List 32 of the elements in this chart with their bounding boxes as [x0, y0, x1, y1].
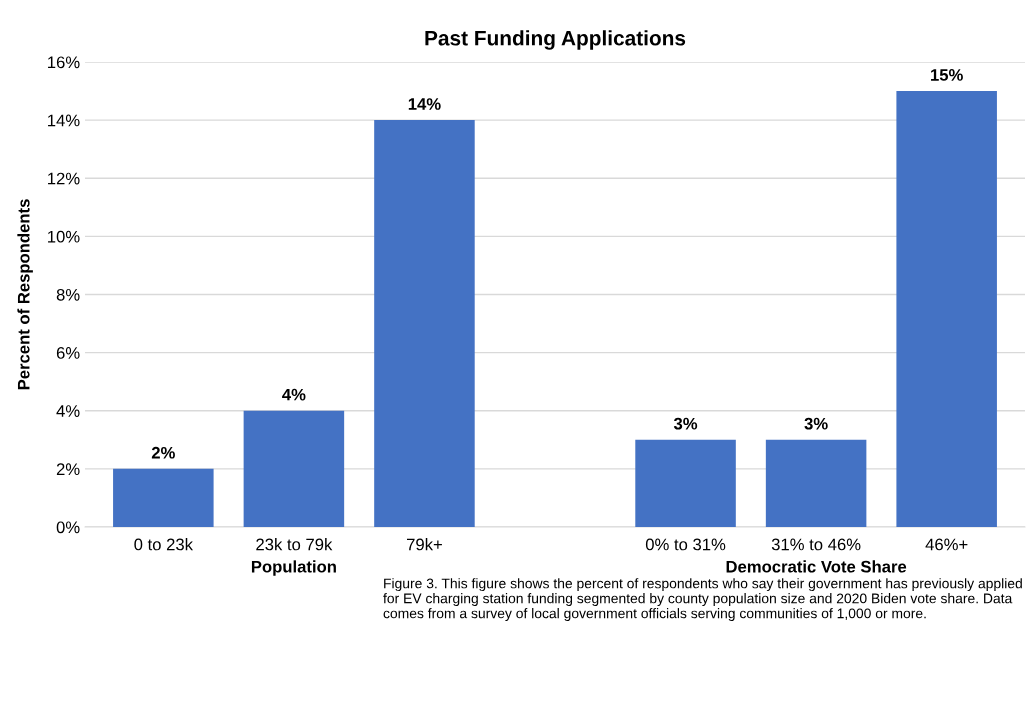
y-tick-label: 10% [48, 230, 80, 243]
data-label: 3% [673, 417, 698, 430]
y-tick-label: 16% [48, 56, 80, 69]
bar [243, 410, 345, 527]
text: Democratic Vote Share [726, 560, 907, 573]
x-tick-label: 46%+ [925, 538, 968, 551]
y-axis-title: Percent of Respondents [17, 199, 33, 390]
bar [374, 120, 475, 527]
data-label: 2% [151, 446, 175, 459]
x-tick-label: 0 to 23k [134, 538, 194, 551]
data-label: 3% [804, 417, 828, 430]
y-tick-label: 12% [48, 172, 80, 185]
y-tick-label: 8% [56, 288, 80, 301]
caption: Figure 3. This figure shows the percent of respondents who say their government has previously applied for EV charging station funding segmented by county population size and 2020 Biden vote share. Data comes from a survey of local government officials serving communities of 1,000 or more. [383, 578, 1022, 622]
chart-title: Past Funding Applications [425, 30, 686, 50]
bar [765, 439, 867, 527]
data-label: 4% [282, 388, 306, 401]
y-tick-label: 6% [56, 347, 80, 359]
y-tick-label: 2% [56, 463, 80, 476]
bar [113, 468, 214, 527]
x-tick-label: 31% to 46% [771, 538, 861, 551]
bar [635, 439, 736, 527]
x-tick-label: 79k+ [407, 538, 442, 551]
text: Population [251, 560, 336, 576]
y-tick-label: 4% [56, 405, 80, 417]
data-label: 15% [931, 69, 963, 81]
data-label: 14% [408, 98, 441, 110]
y-tick-label: 14% [48, 114, 80, 127]
x-tick-label: 0% to 31% [645, 538, 726, 551]
bar [896, 91, 997, 527]
x-tick-label: 23k to 79k [256, 538, 333, 551]
y-tick-label: 0% [56, 521, 80, 534]
